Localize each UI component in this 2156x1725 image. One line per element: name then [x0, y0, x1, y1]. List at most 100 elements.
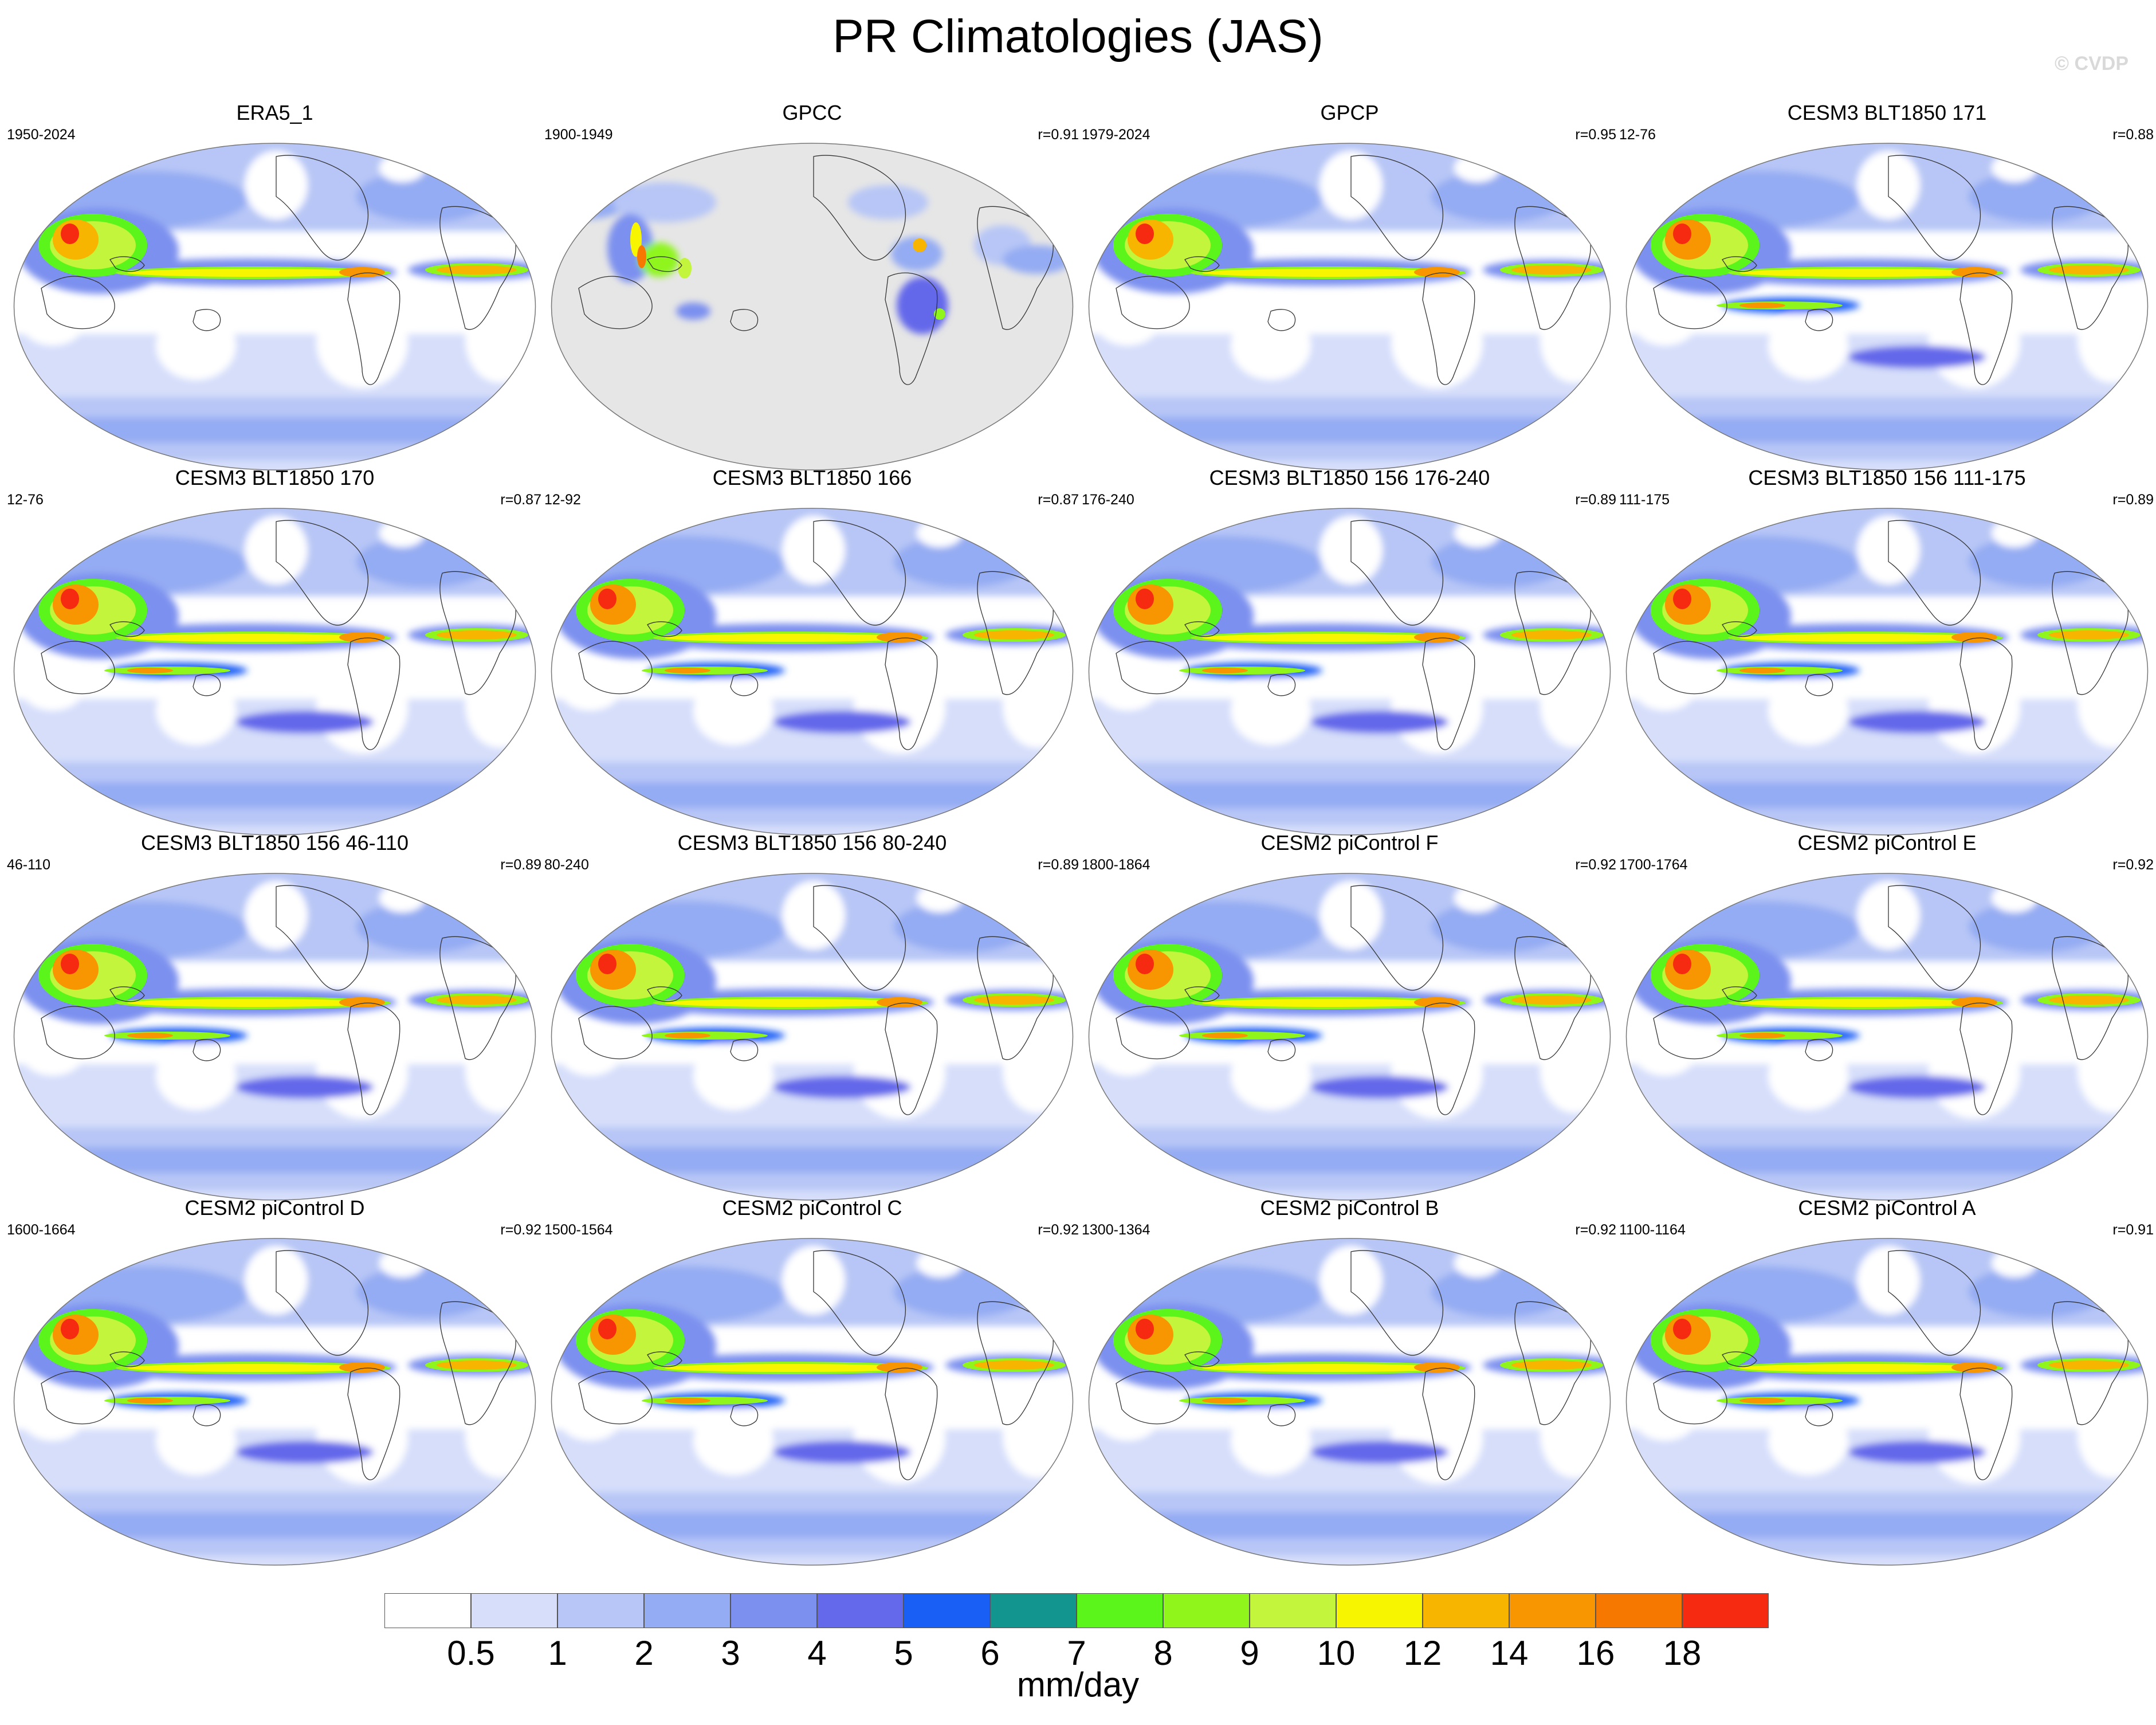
panel-title: CESM3 BLT1850 156 176-240 — [1209, 466, 1490, 489]
precip-map — [1625, 1238, 2149, 1566]
colorbar-tick-label: 5 — [894, 1634, 913, 1672]
panel-correlation: r=0.89 — [1575, 492, 1616, 508]
panel-title: CESM2 piControl B — [1260, 1196, 1439, 1220]
colorbar-swatch — [731, 1593, 817, 1628]
panel-correlation: r=0.91 — [1038, 127, 1079, 143]
colorbar-tick-label: 7 — [1067, 1634, 1086, 1672]
map-panel: CESM3 BLT1850 156 46-110 46-110 r=0.89 — [7, 830, 543, 1226]
colorbar-swatch — [1509, 1593, 1596, 1628]
panel-years: 1900-1949 — [544, 127, 613, 143]
precip-map — [13, 508, 536, 836]
panel-years: 12-76 — [7, 492, 44, 508]
precip-map — [551, 143, 1074, 471]
panel-years: 1700-1764 — [1619, 857, 1688, 873]
panel-years: 46-110 — [7, 857, 50, 873]
colorbar-swatch — [644, 1593, 731, 1628]
map-panel: CESM2 piControl A 1100-1164 r=0.91 — [1619, 1195, 2155, 1591]
precip-map — [1088, 143, 1611, 471]
panel-correlation: r=0.88 — [2112, 127, 2154, 143]
colorbar-tick-label: 4 — [807, 1634, 827, 1672]
panel-title: CESM3 BLT1850 156 46-110 — [141, 831, 409, 854]
panel-title: CESM3 BLT1850 171 — [1787, 101, 1987, 124]
panel-years: 1950-2024 — [7, 127, 76, 143]
panel-title: CESM2 piControl E — [1797, 831, 1977, 854]
panel-title: GPCP — [1320, 101, 1379, 124]
precip-map — [1088, 873, 1611, 1201]
panel-correlation: r=0.92 — [2112, 857, 2154, 873]
map-panel: CESM3 BLT1850 166 12-92 r=0.87 — [544, 465, 1080, 861]
colorbar-tick-label: 3 — [721, 1634, 740, 1672]
map-panel: CESM3 BLT1850 156 111-175 111-175 r=0.89 — [1619, 465, 2155, 861]
precip-map — [1625, 873, 2149, 1201]
panel-years: 1500-1564 — [544, 1222, 613, 1238]
panel-years: 176-240 — [1082, 492, 1134, 508]
map-panel: CESM3 BLT1850 170 12-76 r=0.87 — [7, 465, 543, 861]
colorbar-swatch — [1077, 1593, 1163, 1628]
precip-map — [551, 1238, 1074, 1566]
precip-map — [13, 873, 536, 1201]
colorbar-tick-label: 10 — [1317, 1634, 1356, 1672]
colorbar-tick-label: 1 — [548, 1634, 567, 1672]
colorbar-swatch — [904, 1593, 990, 1628]
precip-map — [13, 1238, 536, 1566]
colorbar-tick-label: 9 — [1240, 1634, 1259, 1672]
colorbar-swatch — [1163, 1593, 1250, 1628]
panel-years: 1100-1164 — [1619, 1222, 1686, 1238]
colorbar-units: mm/day — [1016, 1665, 1140, 1704]
panel-title: ERA5_1 — [236, 101, 313, 124]
colorbar-tick-label: 8 — [1153, 1634, 1173, 1672]
colorbar-swatch — [990, 1593, 1077, 1628]
map-panel: CESM2 piControl C 1500-1564 r=0.92 — [544, 1195, 1080, 1591]
panel-correlation: r=0.92 — [500, 1222, 541, 1238]
precip-map — [551, 873, 1074, 1201]
panel-correlation: r=0.91 — [2112, 1222, 2154, 1238]
colorbar-swatch — [1250, 1593, 1336, 1628]
panel-title: CESM3 BLT1850 170 — [175, 466, 375, 489]
panel-title: CESM2 piControl D — [184, 1196, 365, 1220]
colorbar-swatch — [557, 1593, 644, 1628]
colorbar-tick-label: 0.5 — [447, 1634, 495, 1672]
panel-correlation: r=0.89 — [500, 857, 541, 873]
map-panel: CESM2 piControl B 1300-1364 r=0.92 — [1082, 1195, 1617, 1591]
panel-years: 1979-2024 — [1082, 127, 1150, 143]
panel-correlation: r=0.87 — [500, 492, 541, 508]
panel-title: CESM2 piControl A — [1798, 1196, 1976, 1220]
colorbar-tick-label: 12 — [1403, 1634, 1442, 1672]
figure-title: PR Climatologies (JAS) — [832, 10, 1324, 62]
panel-years: 1300-1364 — [1082, 1222, 1150, 1238]
map-panel: CESM3 BLT1850 156 80-240 80-240 r=0.89 — [544, 830, 1080, 1226]
panel-years: 12-76 — [1619, 127, 1656, 143]
precip-map — [1625, 143, 2149, 471]
colorbar-swatch — [1682, 1593, 1769, 1628]
map-panel: CESM3 BLT1850 156 176-240 176-240 r=0.89 — [1082, 465, 1617, 861]
panel-correlation: r=0.89 — [2112, 492, 2154, 508]
colorbar-tick-label: 14 — [1490, 1634, 1529, 1672]
map-panel: GPCP 1979-2024 r=0.95 — [1082, 100, 1617, 496]
map-panel: CESM2 piControl F 1800-1864 r=0.92 — [1082, 830, 1617, 1226]
panel-years: 1600-1664 — [7, 1222, 76, 1238]
panel-title: CESM3 BLT1850 166 — [712, 466, 912, 489]
watermark: © CVDP — [2055, 53, 2128, 75]
precip-map — [13, 143, 536, 471]
panel-correlation: r=0.89 — [1038, 857, 1079, 873]
panel-years: 12-92 — [544, 492, 581, 508]
colorbar-tick-label: 6 — [980, 1634, 1000, 1672]
panel-years: 111-175 — [1619, 492, 1670, 508]
panel-years: 1800-1864 — [1082, 857, 1150, 873]
precip-map — [1088, 508, 1611, 836]
panel-correlation: r=0.95 — [1575, 127, 1616, 143]
colorbar-swatch — [384, 1593, 471, 1628]
panel-correlation: r=0.92 — [1575, 857, 1616, 873]
precip-map — [1625, 508, 2149, 836]
colorbar-swatch — [1336, 1593, 1423, 1628]
colorbar-swatch — [817, 1593, 904, 1628]
panel-title: CESM2 piControl F — [1260, 831, 1439, 854]
colorbar-swatch — [1423, 1593, 1509, 1628]
map-panel: CESM3 BLT1850 171 12-76 r=0.88 — [1619, 100, 2155, 496]
panel-correlation: r=0.92 — [1575, 1222, 1616, 1238]
colorbar-tick-label: 2 — [634, 1634, 654, 1672]
panel-title: CESM3 BLT1850 156 111-175 — [1748, 466, 2026, 489]
panel-title: CESM2 piControl C — [722, 1196, 902, 1220]
colorbar-tick-label: 16 — [1576, 1634, 1615, 1672]
precip-map — [551, 508, 1074, 836]
